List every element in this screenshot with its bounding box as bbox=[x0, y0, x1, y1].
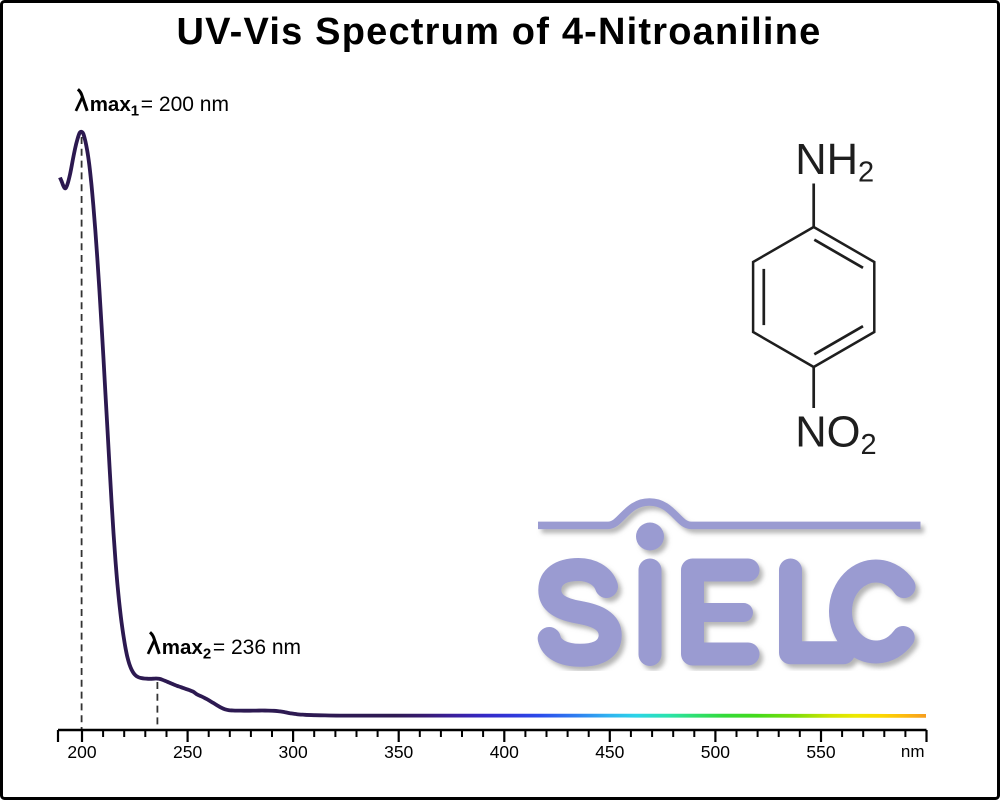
svg-text:NO2: NO2 bbox=[795, 409, 876, 462]
svg-text:= 236 nm: = 236 nm bbox=[213, 636, 301, 659]
svg-text:400: 400 bbox=[490, 742, 519, 762]
svg-text:UV-Vis Spectrum of 4-Nitroanil: UV-Vis Spectrum of 4-Nitroaniline bbox=[177, 11, 822, 53]
svg-text:nm: nm bbox=[901, 742, 925, 761]
svg-text:300: 300 bbox=[278, 742, 307, 762]
svg-text:= 200 nm: = 200 nm bbox=[141, 93, 229, 116]
svg-text:550: 550 bbox=[806, 742, 835, 762]
svg-text:200: 200 bbox=[67, 742, 96, 762]
svg-text:max2: max2 bbox=[162, 636, 211, 663]
svg-text:NH2: NH2 bbox=[795, 136, 874, 189]
svg-text:450: 450 bbox=[595, 742, 624, 762]
svg-text:350: 350 bbox=[384, 742, 413, 762]
svg-text:500: 500 bbox=[701, 742, 730, 762]
svg-text:250: 250 bbox=[173, 742, 202, 762]
